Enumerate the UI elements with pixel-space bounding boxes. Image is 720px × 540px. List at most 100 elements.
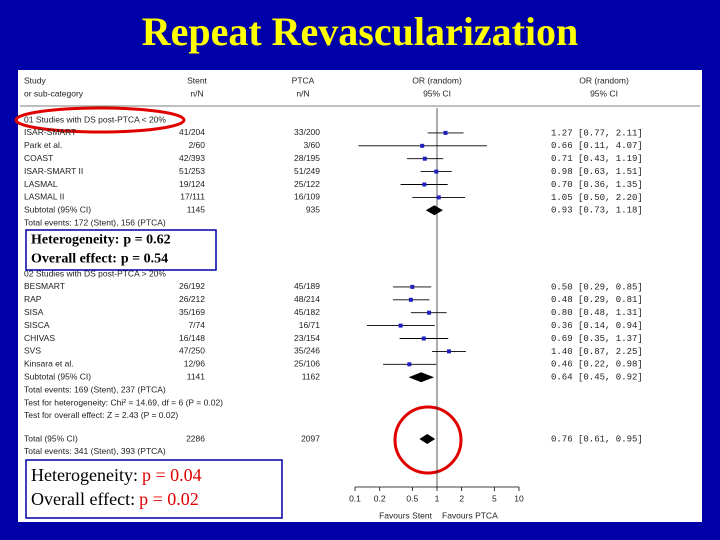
row-label: SISA <box>24 307 44 317</box>
or-diamond <box>408 372 435 383</box>
ptca-count: 51/249 <box>294 166 320 176</box>
x-tick-label: 10 <box>514 493 524 503</box>
annotation-box <box>25 229 217 271</box>
row-label: SVS <box>24 346 41 356</box>
ptca-count: 45/189 <box>294 281 320 291</box>
row-label: COAST <box>24 153 53 163</box>
column-header: OR (random) <box>412 75 462 85</box>
row-label: Subtotal (95% CI) <box>24 205 91 215</box>
or-label: 1.05 [0.50, 2.20] <box>551 193 643 203</box>
column-header: n/N <box>296 88 309 98</box>
group-note: Test for heterogeneity: Chi² = 14.69, df… <box>24 397 223 407</box>
stent-count: 26/192 <box>179 281 205 291</box>
or-square <box>443 130 448 135</box>
x-tick-label: 0.1 <box>349 493 361 503</box>
annotation-line: Heterogeneity: p = 0.62 <box>31 233 171 248</box>
annotation-label: Overall effect: <box>31 252 117 267</box>
stent-count: 1141 <box>187 371 206 381</box>
row-label: Kinsara et al. <box>24 359 74 369</box>
or-label: 0.46 [0.22, 0.98] <box>551 360 643 370</box>
row-label: CHIVAS <box>24 333 55 343</box>
row-label: LASMAL II <box>24 192 64 202</box>
row-label: BESMART <box>24 281 65 291</box>
or-label: 0.64 [0.45, 0.92] <box>551 373 643 383</box>
annotation-line: Overall effect: p = 0.54 <box>31 252 168 267</box>
row-label: Total (95% CI) <box>24 433 78 443</box>
or-square <box>422 156 427 161</box>
annotation-value: p = 0.04 <box>142 465 202 485</box>
ptca-count: 23/154 <box>294 333 320 343</box>
ptca-count: 25/122 <box>294 179 320 189</box>
ptca-count: 16/71 <box>299 320 321 330</box>
ptca-count: 2097 <box>301 433 320 443</box>
annotation-value: p = 0.54 <box>121 252 168 267</box>
ptca-count: 935 <box>306 205 320 215</box>
x-tick-label: 1 <box>435 493 440 503</box>
stent-count: 41/204 <box>179 127 205 137</box>
ptca-count: 3/60 <box>303 140 320 150</box>
or-label: 0.50 [0.29, 0.85] <box>551 282 643 292</box>
annotation-label: Heterogeneity: <box>31 465 138 485</box>
ptca-count: 35/246 <box>294 346 320 356</box>
group-note: Test for overall effect: Z = 2.43 (P = 0… <box>24 410 178 420</box>
stent-count: 2286 <box>186 433 205 443</box>
annotation-line: Overall effect: p = 0.02 <box>31 489 199 509</box>
or-label: 0.70 [0.36, 1.35] <box>551 180 643 190</box>
or-label: 1.40 [0.87, 2.25] <box>551 347 643 357</box>
stent-count: 7/74 <box>188 320 205 330</box>
ptca-count: 16/109 <box>294 192 320 202</box>
stent-count: 16/148 <box>179 333 205 343</box>
ptca-count: 28/195 <box>294 153 320 163</box>
ptca-count: 33/200 <box>294 127 320 137</box>
or-label: 0.93 [0.73, 1.18] <box>551 206 643 216</box>
or-diamond <box>419 434 436 444</box>
row-label: Subtotal (95% CI) <box>24 371 91 381</box>
annotation-value: p = 0.62 <box>123 233 170 248</box>
stent-count: 12/96 <box>184 359 206 369</box>
stent-count: 51/253 <box>179 166 205 176</box>
group-note: Total events: 169 (Stent), 237 (PTCA) <box>24 384 166 394</box>
or-label: 0.71 [0.43, 1.19] <box>551 154 643 164</box>
or-label: 0.66 [0.11, 4.07] <box>551 141 643 151</box>
column-header: OR (random) <box>579 75 629 85</box>
x-axis-label: Favours PTCA <box>442 510 498 520</box>
stent-count: 19/124 <box>179 179 205 189</box>
group-label: 02 Studies with DS post-PTCA > 20% <box>24 268 166 278</box>
forest-panel <box>18 70 702 522</box>
or-square <box>446 349 451 354</box>
x-axis-label: Favours Stent <box>379 510 433 520</box>
row-label: LASMAL <box>24 179 58 189</box>
row-label: SISCA <box>24 320 50 330</box>
or-square <box>398 323 403 328</box>
ptca-count: 45/182 <box>294 307 320 317</box>
or-label: 0.76 [0.61, 0.95] <box>551 434 643 444</box>
or-square <box>410 284 415 289</box>
or-square <box>434 169 439 174</box>
or-label: 0.36 [0.14, 0.94] <box>551 321 643 331</box>
ptca-count: 25/106 <box>294 359 320 369</box>
or-square <box>422 182 427 187</box>
ptca-count: 48/214 <box>294 294 320 304</box>
group-label: 01 Studies with DS post-PTCA < 20% <box>24 114 166 124</box>
column-header: Stent <box>187 75 207 85</box>
or-square <box>421 336 426 341</box>
total-note: Total events: 341 (Stent), 393 (PTCA) <box>24 446 166 456</box>
or-square <box>436 195 441 200</box>
stent-count: 35/169 <box>179 307 205 317</box>
column-header: Study <box>24 75 46 85</box>
annotation-box <box>25 459 283 519</box>
column-header: or sub-category <box>24 88 84 98</box>
annotation-value: p = 0.02 <box>139 489 199 509</box>
column-header: n/N <box>190 88 203 98</box>
stent-count: 1145 <box>187 205 206 215</box>
row-label: RAP <box>24 294 42 304</box>
ptca-count: 1162 <box>302 371 321 381</box>
stent-count: 26/212 <box>179 294 205 304</box>
column-header: 95% CI <box>423 88 451 98</box>
slide-title: Repeat Revascularization <box>142 9 579 54</box>
or-diamond <box>425 205 443 216</box>
row-label: Park et al. <box>24 140 62 150</box>
or-square <box>427 310 432 315</box>
or-square <box>408 297 413 302</box>
